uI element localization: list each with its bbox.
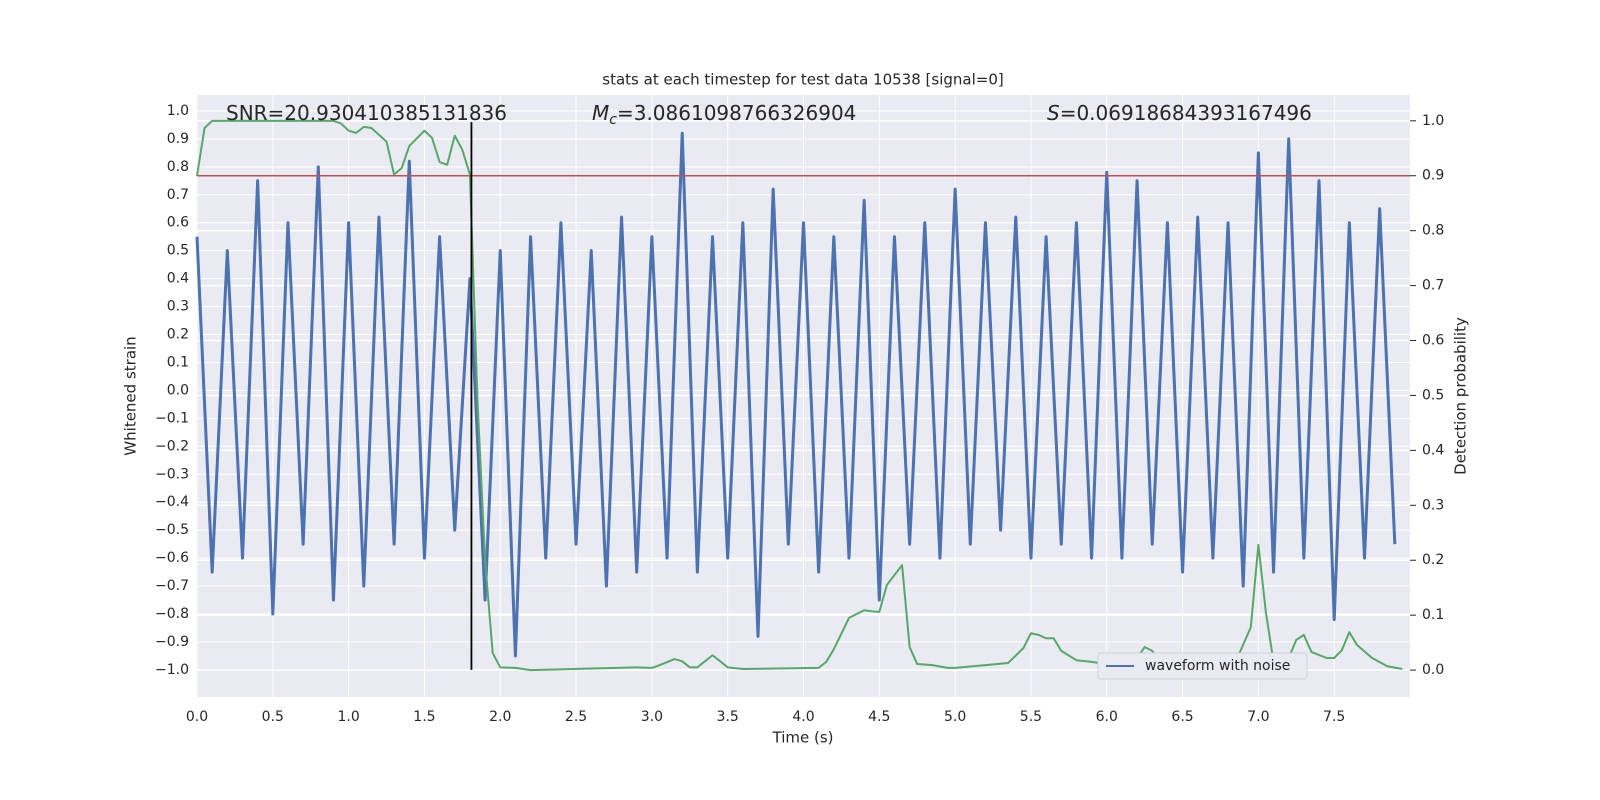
y-tick-label: 0.0 [167, 382, 189, 398]
y-tick-label: 0.8 [167, 159, 189, 175]
y2-tick-label: 0.5 [1422, 387, 1444, 403]
y2-axis-label: Detection probability [1452, 317, 1470, 475]
y-tick-label: 0.1 [167, 354, 189, 370]
x-tick-label: 7.0 [1247, 709, 1269, 725]
x-tick-label: 5.5 [1020, 709, 1042, 725]
x-tick-label: 1.0 [337, 709, 359, 725]
annotation-symbol: S [1047, 101, 1060, 125]
y-tick-label: −0.4 [155, 494, 189, 510]
y-tick-label: −0.7 [155, 578, 189, 594]
y2-tick-label: 0.8 [1422, 223, 1444, 239]
x-tick-label: 0.5 [262, 709, 284, 725]
y-tick-label: 1.0 [167, 103, 189, 119]
series-line [196, 119, 1403, 672]
annotation-subscript: c [609, 112, 617, 128]
annotation: S=0.06918684393167496 [1047, 101, 1312, 125]
y-tick-label: 0.9 [167, 131, 189, 147]
y-tick-label: −0.1 [155, 410, 189, 426]
x-axis-label: Time (s) [772, 729, 834, 747]
y-tick-label: −0.5 [155, 522, 189, 538]
x-tick-label: 0.0 [186, 709, 208, 725]
x-tick-label: 5.0 [944, 709, 966, 725]
x-tick-label: 4.0 [792, 709, 814, 725]
y2-tick-label: 0.4 [1422, 442, 1444, 458]
y2-tick-label: 0.7 [1422, 278, 1444, 294]
x-tick-label: 2.5 [565, 709, 587, 725]
x-tick-label: 7.5 [1323, 709, 1345, 725]
y-tick-label: 0.6 [167, 215, 189, 231]
chart-title: stats at each timestep for test data 105… [602, 71, 1003, 89]
y2-tick-label: 0.1 [1422, 607, 1444, 623]
y-tick-label: 0.3 [167, 299, 189, 315]
y-tick-label: −0.9 [155, 634, 189, 650]
annotation-text: SNR=20.930410385131836 [226, 101, 507, 125]
y-tick-label: 0.5 [167, 243, 189, 259]
x-tick-label: 3.5 [717, 709, 739, 725]
x-tick-label: 2.0 [489, 709, 511, 725]
y-axis-label: Whitened strain [122, 336, 140, 455]
annotation: Mc=3.0861098766326904 [592, 101, 856, 129]
y2-tick-label: 0.6 [1422, 333, 1444, 349]
x-tick-label: 6.5 [1171, 709, 1193, 725]
y-tick-label: −1.0 [155, 662, 189, 678]
y-tick-label: −0.6 [155, 550, 189, 566]
y-tick-label: 0.7 [167, 187, 189, 203]
y-tick-label: −0.8 [155, 606, 189, 622]
legend-label: waveform with noise [1145, 658, 1290, 674]
y2-tick-label: 0.3 [1422, 497, 1444, 513]
annotation-text: =0.06918684393167496 [1060, 101, 1312, 125]
series-line [195, 131, 1397, 658]
annotation-symbol: M [592, 101, 609, 125]
y-tick-label: 0.4 [167, 271, 189, 287]
y-tick-label: 0.2 [167, 327, 189, 343]
legend: waveform with noise [1097, 652, 1308, 680]
x-tick-label: 6.0 [1096, 709, 1118, 725]
x-tick-label: 1.5 [413, 709, 435, 725]
annotation: SNR=20.930410385131836 [226, 101, 507, 125]
y2-tick-label: 1.0 [1422, 113, 1444, 129]
y2-tick-label: 0.2 [1422, 552, 1444, 568]
y-tick-label: −0.2 [155, 438, 189, 454]
x-tick-label: 3.0 [641, 709, 663, 725]
y-tick-label: −0.3 [155, 466, 189, 482]
annotation-text: =3.0861098766326904 [617, 101, 856, 125]
x-tick-label: 4.5 [868, 709, 890, 725]
y2-tick-label: 0.9 [1422, 168, 1444, 184]
y2-tick-label: 0.0 [1422, 662, 1444, 678]
legend-box [1097, 652, 1308, 680]
